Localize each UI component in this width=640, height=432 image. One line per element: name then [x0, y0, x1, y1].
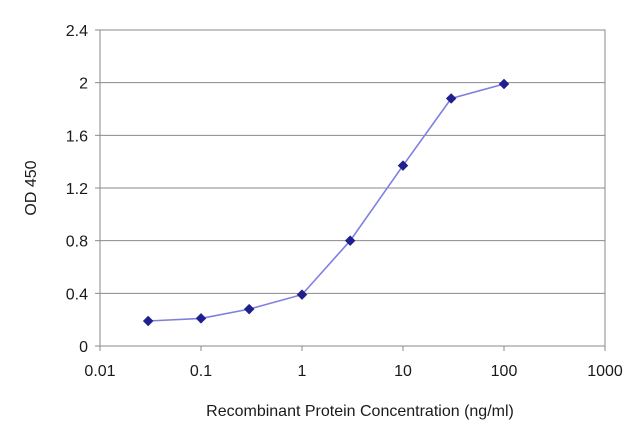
- y-tick-label: 0.8: [66, 234, 88, 251]
- x-tick-label: 10: [394, 363, 412, 380]
- y-tick-label: 2.4: [66, 23, 88, 40]
- y-tick-label: 1.6: [66, 128, 88, 145]
- data-point: [498, 78, 510, 90]
- y-tick-label: 0.4: [66, 286, 88, 303]
- series: [142, 78, 510, 327]
- x-tick-label: 1000: [587, 363, 623, 380]
- y-axis-ticks: 0 0.4 0.8 1.2 1.6 2 2.4: [66, 23, 100, 356]
- data-point: [195, 312, 207, 324]
- data-point: [344, 235, 356, 247]
- series-line: [148, 83, 505, 322]
- y-tick-label: 2: [79, 76, 88, 93]
- x-tick-label: 100: [491, 363, 518, 380]
- y-tick-label: 0: [79, 339, 88, 356]
- y-tick-label: 1.2: [66, 181, 88, 198]
- y-axis-label: OD 450: [23, 160, 40, 215]
- x-tick-label: 0.1: [190, 363, 212, 380]
- x-axis-ticks: 0.01 0.1 1 10 100 1000: [84, 346, 623, 380]
- data-point: [445, 93, 457, 104]
- data-point: [296, 289, 308, 301]
- x-tick-label: 1: [298, 363, 307, 380]
- x-tick-label: 0.01: [84, 363, 115, 380]
- data-point: [243, 303, 255, 315]
- data-point: [397, 160, 409, 171]
- data-point: [142, 315, 154, 327]
- x-axis-label: Recombinant Protein Concentration (ng/ml…: [206, 403, 514, 420]
